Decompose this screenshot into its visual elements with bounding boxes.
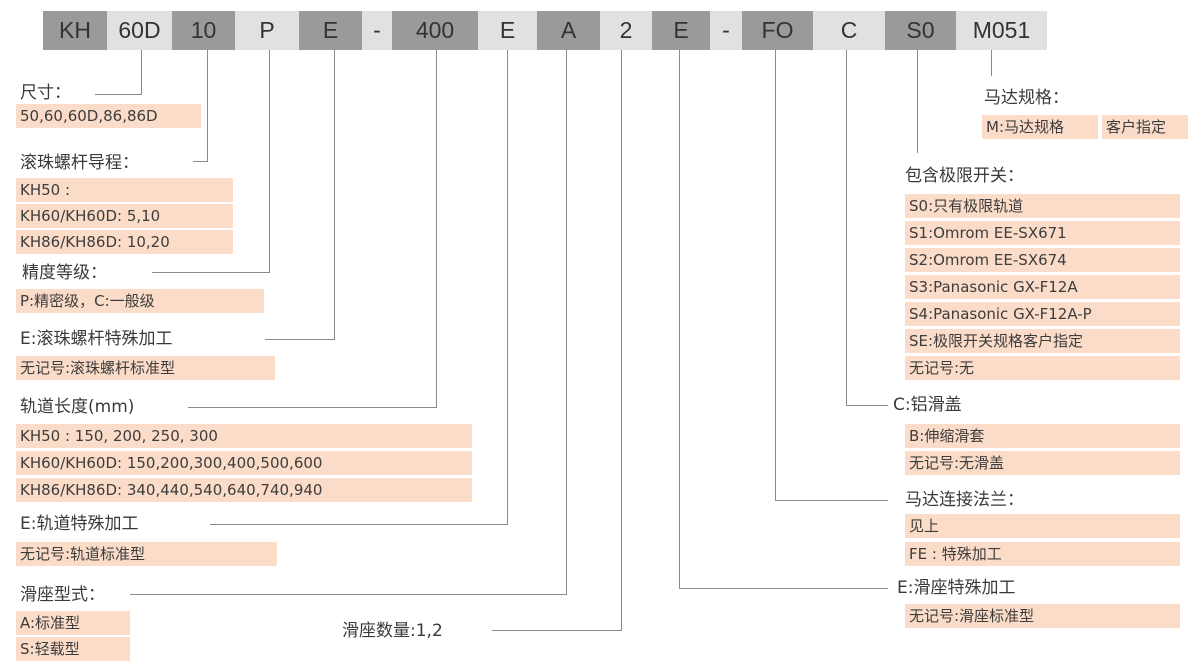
screw-special-label: E:滚珠螺杆特殊加工 — [20, 329, 173, 349]
connector-line — [917, 50, 918, 153]
motor-flange-option: 见上 — [905, 514, 1180, 538]
code-motor-spec: M051 — [956, 11, 1047, 50]
connector-line — [492, 630, 622, 631]
lead-option: KH60/KH60D: 5,10 — [16, 204, 233, 228]
code-series: KH — [43, 11, 107, 50]
limit-switch-option: S0:只有极限轨道 — [905, 194, 1180, 218]
limit-switch-option: S3:Panasonic GX-F12A — [905, 275, 1180, 299]
precision-option: P:精密级，C:一般级 — [16, 289, 264, 313]
connector-line — [566, 50, 567, 595]
limit-switch-option: S2:Omrom EE-SX674 — [905, 248, 1180, 272]
cover-option: 无记号:无滑盖 — [905, 451, 1180, 475]
code-lead: 10 — [172, 11, 235, 50]
limit-switch-option: S4:Panasonic GX-F12A-P — [905, 302, 1180, 326]
precision-label: 精度等级： — [22, 263, 107, 283]
connector-line — [991, 50, 992, 76]
rail-length-option: KH86/KH86D: 340,440,540,640,740,940 — [16, 478, 472, 502]
code-slider-special: E — [652, 11, 710, 50]
connector-line — [95, 94, 142, 95]
slider-special-option: 无记号:滑座标准型 — [905, 604, 1180, 628]
cover-option: B:伸缩滑套 — [905, 424, 1180, 448]
lead-label: 滚珠螺杆导程： — [20, 153, 139, 173]
connector-line — [210, 524, 508, 525]
motor-flange-label: 马达连接法兰： — [905, 490, 1024, 510]
rail-length-option: KH50 : 150, 200, 250, 300 — [16, 424, 472, 448]
code-size: 60D — [107, 11, 172, 50]
code-slider-type: A — [537, 11, 600, 50]
limit-switch-label: 包含极限开关： — [905, 166, 1024, 186]
connector-line — [846, 405, 888, 406]
lead-option: KH86/KH86D: 10,20 — [16, 230, 233, 254]
slider-type-option: A:标准型 — [16, 611, 130, 635]
connector-line — [436, 50, 437, 408]
limit-switch-option: SE:极限开关规格客户指定 — [905, 329, 1180, 353]
connector-line — [621, 50, 622, 631]
rail-special-option: 无记号:轨道标准型 — [16, 542, 277, 566]
lead-option: KH50 : — [16, 178, 233, 202]
code-rail-special: E — [478, 11, 537, 50]
connector-line — [679, 588, 888, 589]
connector-line — [679, 50, 680, 589]
connector-line — [152, 272, 270, 273]
slider-special-label: E:滑座特殊加工 — [897, 578, 1016, 598]
code-dash: - — [710, 11, 742, 50]
screw-special-option: 无记号:滚珠螺杆标准型 — [16, 356, 275, 380]
cover-label: C:铝滑盖 — [893, 395, 962, 415]
code-limit-switch: S0 — [885, 11, 956, 50]
code-cover: C — [813, 11, 885, 50]
size-option: 50,60,60D,86,86D — [16, 104, 201, 128]
motor-flange-option: FE : 特殊加工 — [905, 542, 1180, 566]
code-dash: - — [362, 11, 392, 50]
connector-line — [207, 50, 208, 162]
code-screw-special: E — [299, 11, 362, 50]
slider-type-label: 滑座型式： — [20, 585, 105, 605]
limit-switch-option: S1:Omrom EE-SX671 — [905, 221, 1180, 245]
connector-line — [775, 500, 888, 501]
code-precision: P — [235, 11, 299, 50]
slider-type-option: S:轻载型 — [16, 637, 130, 661]
connector-line — [846, 50, 847, 406]
rail-length-option: KH60/KH60D: 150,200,300,400,500,600 — [16, 451, 472, 475]
connector-line — [193, 161, 208, 162]
rail-length-label: 轨道长度(mm) — [20, 397, 135, 417]
connector-line — [334, 50, 335, 340]
code-slider-count: 2 — [600, 11, 652, 50]
connector-line — [130, 594, 567, 595]
limit-switch-option: 无记号:无 — [905, 356, 1180, 380]
slider-count-label: 滑座数量:1,2 — [342, 621, 443, 641]
connector-line — [188, 407, 437, 408]
rail-special-label: E:轨道特殊加工 — [20, 514, 139, 534]
connector-line — [507, 50, 508, 525]
connector-line — [141, 50, 142, 95]
connector-line — [265, 339, 335, 340]
motor-spec-label: 马达规格： — [984, 88, 1069, 108]
size-label: 尺寸： — [20, 83, 71, 103]
code-rail-length: 400 — [392, 11, 478, 50]
connector-line — [269, 50, 270, 273]
connector-line — [775, 50, 776, 501]
motor-spec-option: 客户指定 — [1102, 115, 1188, 139]
code-motor-flange: FO — [742, 11, 813, 50]
motor-spec-option: M:马达规格 — [982, 115, 1098, 139]
